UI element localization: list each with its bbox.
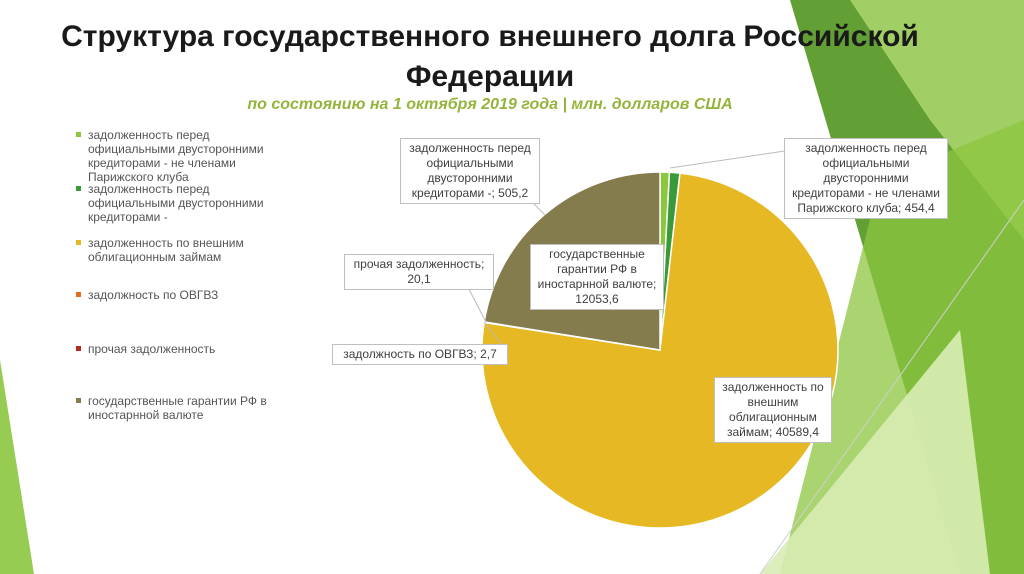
chart-subtitle: по состоянию на 1 октября 2019 года | мл… <box>247 96 733 113</box>
legend-swatch <box>76 132 81 137</box>
legend-swatch <box>76 346 81 351</box>
legend-label: задолженность перед официальными двустор… <box>88 128 264 184</box>
legend-item-paris: задолженность перед официальными двустор… <box>76 182 296 224</box>
legend-label: прочая задолженность <box>88 342 216 356</box>
legend-swatch <box>76 186 81 191</box>
legend-label: задолжность по ОВГВЗ <box>88 288 219 302</box>
legend-swatch <box>76 398 81 403</box>
legend-label: государственные гарантии РФ в иностарнно… <box>88 394 267 422</box>
legend-swatch <box>76 240 81 245</box>
data-label-ovgvz: задолжность по ОВГВЗ; 2,7 <box>332 344 508 365</box>
leader-line <box>669 147 806 169</box>
data-label-other: прочая задолженность; 20,1 <box>344 254 494 290</box>
pie-slices <box>481 171 839 529</box>
data-label-guarantees: государственные гарантии РФ в иностарнно… <box>530 244 664 310</box>
legend-item-bonds: задолженность по внешним облигационным з… <box>76 236 296 264</box>
page-title-line2: Федерации <box>405 60 575 93</box>
legend-label: задолженность перед официальными двустор… <box>88 182 264 224</box>
legend-item-guarantees: государственные гарантии РФ в иностарнно… <box>76 394 296 422</box>
bg-shape-left <box>0 360 34 574</box>
page-title-line1: Структура государственного внешнего долг… <box>61 20 919 53</box>
legend-swatch <box>76 292 81 297</box>
bg-shape-right-pale <box>760 330 990 574</box>
legend-item-other: прочая задолженность <box>76 342 296 356</box>
data-label-bonds: задолженность по внешним облигационным з… <box>714 377 832 443</box>
legend-item-nonparis: задолженность перед официальными двустор… <box>76 128 296 184</box>
legend-label: задолженность по внешним облигационным з… <box>88 236 244 264</box>
legend-item-ovgvz: задолжность по ОВГВЗ <box>76 288 296 302</box>
data-label-paris: задолженность перед официальными двустор… <box>400 138 540 204</box>
bg-line <box>759 199 1024 574</box>
data-label-nonparis: задолженность перед официальными двустор… <box>784 138 948 219</box>
